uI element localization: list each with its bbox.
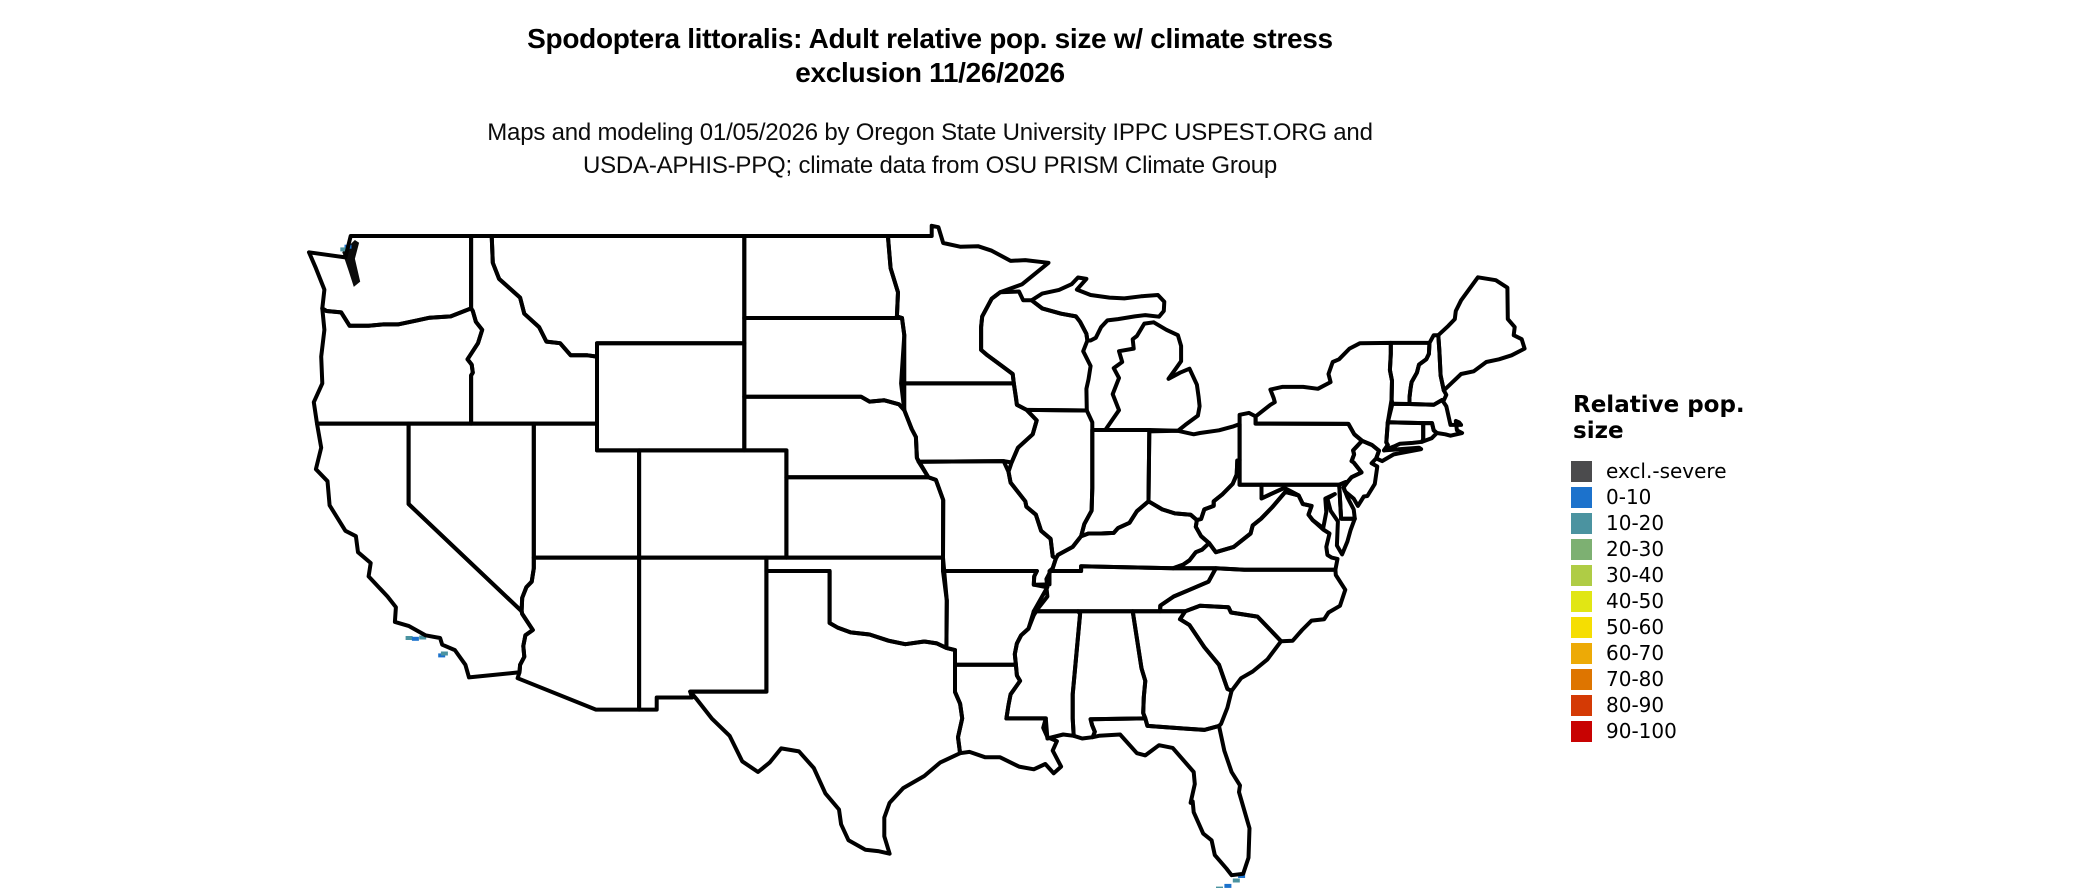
legend-item: 10-20 — [1571, 510, 1791, 536]
legend-item: 30-40 — [1571, 562, 1791, 588]
state-border-wi — [979, 289, 1093, 413]
valley-population-layer — [381, 257, 676, 541]
state-border-mn — [885, 223, 1051, 386]
legend-item: 40-50 — [1571, 588, 1791, 614]
island-dot — [1216, 886, 1223, 891]
state-border-me — [1436, 275, 1527, 393]
legend-item: 60-70 — [1571, 640, 1791, 666]
legend-item: excl.-severe — [1571, 458, 1791, 484]
state-border-fl — [1088, 716, 1252, 878]
legend-label: 70-80 — [1606, 667, 1665, 691]
state-border-id — [465, 234, 599, 426]
legend-item: 50-60 — [1571, 614, 1791, 640]
legend-swatch — [1571, 538, 1592, 560]
legend-swatch — [1571, 616, 1592, 638]
legend-rows: excl.-severe 0-10 10-20 20-30 30-40 40-50 50-6… — [1571, 458, 1791, 744]
us-risk-map — [290, 220, 1550, 893]
map-title: Spodoptera littoralis: Adult relative po… — [0, 22, 1860, 90]
island-dot — [440, 651, 448, 656]
state-border-ne — [742, 394, 931, 480]
state-border-up — [1029, 275, 1167, 343]
legend-label: 20-30 — [1606, 537, 1665, 561]
state-border-sc — [1178, 603, 1284, 693]
legend-swatch — [1571, 512, 1592, 534]
legend-label: 10-20 — [1606, 511, 1665, 535]
map-subtitle-line2: USDA-APHIS-PPQ; climate data from OSU PR… — [582, 152, 1278, 179]
state-border-mt — [489, 234, 747, 359]
legend-swatch — [1571, 720, 1592, 742]
island-dot — [411, 636, 419, 641]
legend-swatch — [1571, 642, 1592, 664]
state-borders — [307, 223, 1527, 878]
state-border-ks — [784, 475, 946, 560]
map-title-line1: Spodoptera littoralis: Adult relative po… — [527, 23, 1333, 54]
legend-swatch — [1571, 668, 1592, 690]
legend-swatch — [1571, 564, 1592, 586]
legend-item: 20-30 — [1571, 536, 1791, 562]
state-border-il — [1006, 407, 1095, 561]
population-0-10-layer — [290, 220, 1550, 888]
island-dot — [405, 636, 413, 640]
state-border-wy — [595, 341, 747, 453]
island-dot — [340, 247, 348, 252]
legend-item: 80-90 — [1571, 692, 1791, 718]
legend-item: 90-100 — [1571, 718, 1791, 744]
state-border-ga — [1130, 609, 1234, 732]
map-title-line2: exclusion 11/26/2026 — [795, 57, 1065, 88]
state-border-tx — [688, 569, 965, 856]
legend-item: 70-80 — [1571, 666, 1791, 692]
legend-title: Relative pop. size — [1573, 392, 1745, 444]
legend-swatch — [1571, 486, 1592, 508]
legend-label: 50-60 — [1606, 615, 1665, 639]
island-dot — [419, 635, 427, 640]
legend-label: 30-40 — [1606, 563, 1665, 587]
legend-swatch — [1571, 460, 1592, 482]
state-border-az — [515, 555, 642, 712]
state-border-nc — [1158, 566, 1348, 644]
state-border-mo — [916, 459, 1058, 587]
island-dot — [1232, 878, 1240, 883]
state-border-nv — [406, 421, 536, 614]
map-raster-layers — [290, 220, 1550, 888]
state-border-or — [311, 306, 485, 426]
state-border-nd — [742, 234, 904, 320]
island-dot — [1224, 883, 1232, 888]
legend-swatch — [1571, 590, 1592, 612]
state-border-ms — [1004, 609, 1083, 741]
state-border-ky — [1048, 499, 1212, 573]
legend: Relative pop. size excl.-severe 0-10 10-20… — [1571, 392, 1791, 744]
legend-swatch — [1571, 694, 1592, 716]
speckle-layers — [290, 220, 1550, 888]
legend-label: excl.-severe — [1606, 459, 1727, 483]
legend-label: 40-50 — [1606, 589, 1665, 613]
map-subtitle-line1: Maps and modeling 01/05/2026 by Oregon S… — [487, 119, 1373, 146]
legend-label: 60-70 — [1606, 641, 1665, 665]
state-border-lp — [1103, 320, 1202, 433]
legend-label: 90-100 — [1606, 719, 1677, 743]
state-border-md — [1259, 482, 1357, 557]
state-border-nm — [637, 555, 769, 712]
legend-label: 0-10 — [1606, 485, 1652, 509]
us-map-svg — [290, 220, 1550, 893]
state-border-ut — [531, 421, 642, 560]
legend-item: 0-10 — [1571, 484, 1791, 510]
map-subtitle: Maps and modeling 01/05/2026 by Oregon S… — [0, 116, 1860, 182]
state-border-co — [637, 448, 789, 560]
legend-label: 80-90 — [1606, 693, 1665, 717]
state-border-oh — [1146, 422, 1242, 523]
